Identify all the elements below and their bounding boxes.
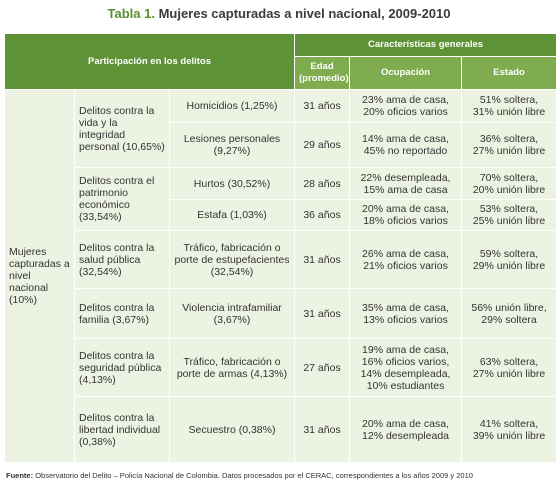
data-table: Participación en los delitos Característ… [3, 33, 558, 463]
delito-cell: Violencia intrafamiliar (3,67%) [168, 288, 296, 339]
estado-cell: 59% soltera, 29% unión libre [461, 230, 558, 289]
header-cell: Estado [461, 56, 558, 90]
estado-cell: 53% soltera, 25% unión libre [461, 199, 558, 231]
source-text: Observatorio del Delito – Policía Nacion… [35, 471, 473, 480]
estado-line: 51% soltera, [479, 94, 539, 106]
table-title: Tabla 1. Mujeres capturadas a nivel naci… [0, 6, 558, 21]
estado-line: 59% soltera, [479, 247, 539, 260]
ocupacion-line: 26% ama de casa, [362, 247, 449, 260]
ocupacion-line: 10% estudiantes [366, 379, 445, 392]
ocupacion-line: 18% oficios varios [363, 215, 448, 227]
edad-cell: 29 años [294, 122, 351, 168]
edad-cell: 31 años [294, 230, 351, 289]
estado-cell: 63% soltera, 27% unión libre [461, 338, 558, 397]
ocupacion-line: 13% oficios varios [363, 313, 448, 326]
edad-cell: 31 años [294, 396, 351, 463]
estado-line: 25% unión libre [472, 215, 546, 227]
ocupacion-line: 20% oficios varios [363, 106, 448, 118]
estado-line: 41% soltera, [479, 417, 539, 430]
group-cell: Delitos contra la libertad individual (0… [74, 396, 170, 463]
estado-line: 20% unión libre [472, 183, 546, 196]
source-label: Fuente: [6, 471, 34, 480]
ocupacion-line: 14% ama de casa, [362, 133, 449, 145]
header-cell: Características generales [294, 33, 558, 57]
estado-line: 53% soltera, [479, 203, 539, 215]
estado-line: 63% soltera, [479, 355, 539, 368]
group-cell: Delitos contra la vida y la integridad p… [74, 89, 170, 168]
ocupacion-cell: 14% ama de casa, 45% no reportado [349, 122, 463, 168]
header-cell: Edad (promedio) [294, 56, 351, 90]
ocupacion-cell: 20% ama de casa, 18% oficios varios [349, 199, 463, 231]
ocupacion-line: 21% oficios varios [363, 259, 448, 272]
ocupacion-cell: 20% ama de casa, 12% desempleada [349, 396, 463, 463]
ocupacion-line: 12% desempleada [362, 429, 449, 442]
header-cell: Participación en los delitos [3, 33, 296, 90]
table-number: Tabla 1. [107, 6, 155, 21]
table-row: Delitos contra la libertad individual (0… [5, 396, 558, 463]
delito-cell: Secuestro (0,38%) [168, 396, 296, 463]
title-text: Mujeres capturadas a nivel nacional, 200… [158, 6, 451, 21]
table-row: Delitos contra el patrimonio económico (… [5, 167, 558, 231]
ocupacion-line: 23% ama de casa, [362, 94, 449, 106]
edad-cell: 27 años [294, 338, 351, 397]
delito-cell: Hurtos (30,52%) [168, 167, 296, 200]
ocupacion-cell: 26% ama de casa, 21% oficios varios [349, 230, 463, 289]
estado-line: 27% unión libre [472, 145, 546, 157]
delito-cell: Tráfico, fabricación o porte de armas (4… [168, 338, 296, 397]
ocupacion-line: 14% desempleada, [360, 367, 451, 380]
table-row: Delitos contra la familia (3,67%) Violenc… [5, 288, 558, 339]
ocupacion-line: 15% ama de casa [363, 183, 448, 196]
delito-cell: Tráfico, fabricación o porte de estupefa… [168, 230, 296, 289]
estado-line: 56% unión libre, [471, 301, 547, 314]
ocupacion-cell: 19% ama de casa, 16% oficios varios, 14% d… [349, 338, 463, 397]
estado-line: 70% soltera, [479, 171, 539, 184]
group-cell: Delitos contra la seguridad pública (4,1… [74, 338, 170, 397]
delito-cell: Estafa (1,03%) [168, 199, 296, 231]
table-row: Delitos contra la seguridad pública (4,1… [5, 338, 558, 397]
table-body: Mujeres capturadas a nivel nacional (10%… [4, 89, 558, 463]
source-note: Fuente: Observatorio del Delito – Policí… [6, 471, 558, 480]
group-cell: Delitos contra la salud pública (32,54%) [74, 230, 170, 289]
estado-line: 27% unión libre [472, 367, 546, 380]
ocupacion-line: 22% desempleada, [360, 171, 451, 184]
delito-cell: Homicidios (1,25%) [168, 89, 296, 123]
ocupacion-line: 35% ama de casa, [362, 301, 449, 314]
estado-line: 29% soltera [481, 313, 537, 326]
estado-line: 39% unión libre [472, 429, 546, 442]
ocupacion-line: 45% no reportado [363, 145, 448, 157]
estado-cell: 41% soltera, 39% unión libre [461, 396, 558, 463]
header-cell: Ocupación [349, 56, 463, 90]
estado-cell: 51% soltera, 31% unión libre [461, 89, 558, 123]
estado-line: 31% unión libre [472, 106, 546, 118]
population-cell: Mujeres capturadas a nivel nacional (10%… [4, 89, 75, 463]
ocupacion-cell: 23% ama de casa, 20% oficios varios [349, 89, 463, 123]
group-cell: Delitos contra la familia (3,67%) [74, 288, 170, 339]
table-row: Lesiones personales (9,27%) 29 años 14% am… [5, 122, 558, 168]
estado-line: 29% unión libre [472, 259, 546, 272]
edad-cell: 36 años [294, 199, 351, 231]
page: {"title": {"number": "Tabla 1.", "text":… [0, 6, 558, 487]
table-row: Mujeres capturadas a nivel nacional (10%… [4, 89, 558, 463]
ocupacion-cell: 22% desempleada, 15% ama de casa [349, 167, 463, 200]
estado-cell: 56% unión libre, 29% soltera [461, 288, 558, 339]
table-row: Delitos contra la salud pública (32,54%)… [5, 230, 558, 289]
estado-cell: 70% soltera, 20% unión libre [461, 167, 558, 200]
estado-line: 36% soltera, [479, 133, 539, 145]
ocupacion-line: 20% ama de casa, [362, 417, 449, 430]
delito-cell: Lesiones personales (9,27%) [168, 122, 296, 168]
edad-cell: 31 años [294, 89, 351, 123]
ocupacion-line: 16% oficios varios, [361, 355, 450, 368]
estado-cell: 36% soltera, 27% unión libre [461, 122, 558, 168]
edad-cell: 28 años [294, 167, 351, 200]
group-cell: Delitos contra el patrimonio económico (… [74, 167, 170, 231]
ocupacion-line: 19% ama de casa, [362, 343, 449, 356]
ocupacion-cell: 35% ama de casa, 13% oficios varios [349, 288, 463, 339]
edad-cell: 31 años [294, 288, 351, 339]
ocupacion-line: 20% ama de casa, [362, 203, 449, 215]
